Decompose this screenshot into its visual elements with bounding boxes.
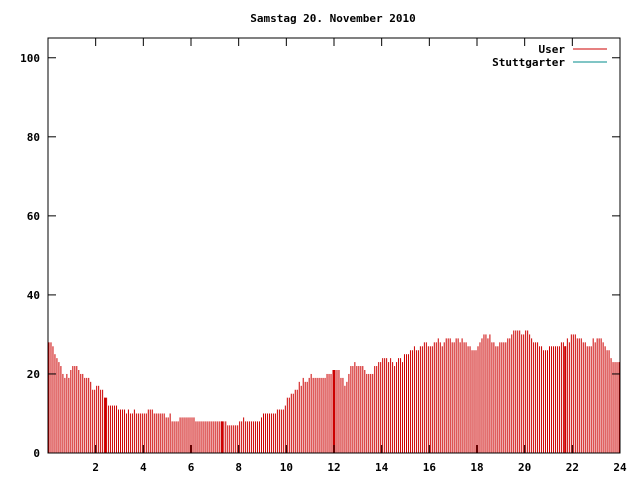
legend-label: User: [539, 43, 566, 56]
x-tick-label: 8: [235, 461, 242, 474]
bar-series-user: [48, 330, 620, 453]
x-tick-label: 24: [613, 461, 627, 474]
x-tick-label: 2: [92, 461, 99, 474]
legend-label: Stuttgarter: [492, 56, 565, 69]
y-tick-label: 60: [27, 210, 40, 223]
x-tick-label: 18: [470, 461, 483, 474]
y-tick-label: 0: [33, 447, 40, 460]
y-tick-label: 100: [20, 52, 40, 65]
y-tick-label: 80: [27, 131, 40, 144]
y-tick-label: 40: [27, 289, 40, 302]
x-tick-label: 20: [518, 461, 531, 474]
x-axis: 2 4 6 8 10 12 14 16 18 20 22 24: [92, 38, 627, 474]
x-tick-label: 6: [188, 461, 195, 474]
x-tick-label: 10: [280, 461, 293, 474]
x-tick-label: 4: [140, 461, 147, 474]
x-tick-label: 16: [423, 461, 437, 474]
chart-title: Samstag 20. November 2010: [250, 12, 416, 25]
x-tick-label: 22: [566, 461, 579, 474]
x-tick-label: 12: [327, 461, 340, 474]
y-tick-label: 20: [27, 368, 40, 381]
y-axis: 0 20 40 60 80 100: [20, 52, 620, 460]
x-tick-label: 14: [375, 461, 389, 474]
